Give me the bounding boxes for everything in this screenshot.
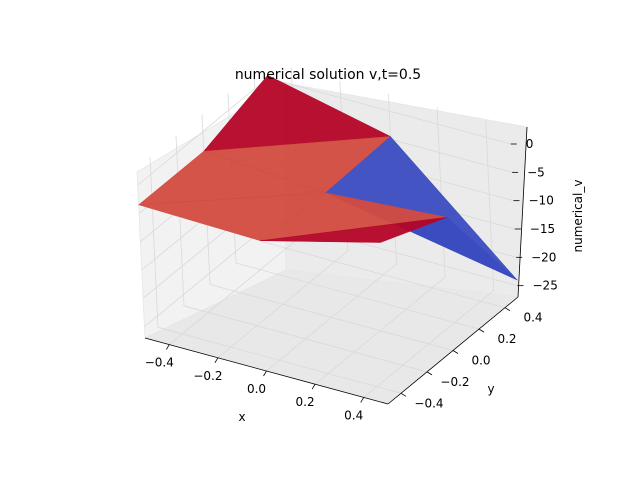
y-tick [504,307,511,312]
x-tick [263,370,267,377]
x-tick [165,344,170,350]
z-axis-line [517,126,528,298]
y-tick-label: −0.2 [440,375,469,389]
y-tick [478,328,485,333]
y-tick-label: 0.2 [497,332,516,346]
x-tick-label: −0.2 [193,369,222,383]
y-axis-label: y [487,382,494,396]
x-tick-label: −0.4 [145,356,174,370]
x-tick-label: 0.2 [296,395,315,409]
y-tick [452,350,459,354]
surface [137,74,518,281]
x-gridline [314,107,446,385]
x-tick [214,357,219,364]
surface-facet [260,217,447,243]
x-tick [360,397,365,403]
tick-marks [165,143,524,403]
x-axis-label: x [238,410,245,424]
z-tick-label: −20 [531,250,556,264]
x-gridline [363,120,495,398]
tick-labels: −0.4−0.20.00.20.4−0.4−0.20.00.20.40−5−10… [145,137,558,422]
z-tick-label: −10 [529,194,554,208]
z-tick-label: −5 [527,165,545,179]
chart-title: numerical solution v,t=0.5 [235,67,421,83]
y-tick-label: −0.4 [414,396,443,410]
z-axis-label: numerical_v [571,180,585,253]
x-tick-label: 0.0 [247,382,266,396]
x-tick-label: 0.4 [344,408,363,422]
y-tick-label: 0.4 [523,311,542,325]
z-tick-label: −15 [530,222,555,236]
y-gridline [149,157,402,394]
z-tick-label: −25 [533,279,558,293]
y-tick-label: 0.0 [471,354,490,368]
x-tick [311,383,316,390]
z-tick-label: 0 [526,137,534,151]
y-tick [400,392,407,397]
y-tick [426,371,433,376]
